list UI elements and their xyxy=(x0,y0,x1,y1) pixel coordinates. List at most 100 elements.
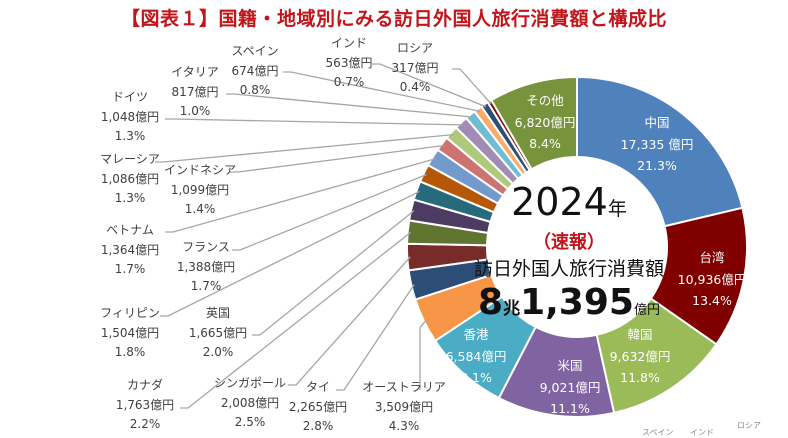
leader-line xyxy=(419,319,428,390)
slice-label: インドネシア 1,099億円 1.4% xyxy=(164,161,236,220)
slice-label: ベトナム xyxy=(106,223,154,237)
slice-label: ドイツ xyxy=(111,90,149,104)
leader-line xyxy=(452,68,492,105)
slice-label: オーストラリア xyxy=(362,380,446,394)
slice-label: インド 563億円 0.7% xyxy=(326,34,373,93)
center-label: 訪日外国人旅行消費額 xyxy=(473,258,664,280)
slice-percent: 2.5% xyxy=(234,415,266,429)
slice-percent: 0.7% xyxy=(333,75,365,89)
slice-label: 台湾 xyxy=(699,250,725,265)
chart-title: 【図表１】国籍・地域別にみる訪日外国人旅行消費額と構成比 xyxy=(120,8,667,30)
slice-label: 香港 6,584億円 8.1% xyxy=(446,324,507,389)
leader-line xyxy=(226,93,473,118)
slice-value: 1,665億円 xyxy=(188,325,248,340)
slice-value: 674億円 xyxy=(231,63,279,78)
slice-percent: 11.1% xyxy=(550,401,590,416)
slice-value: 1,763億円 xyxy=(115,397,175,412)
slice-label: フランス xyxy=(182,240,230,254)
slice-label: マレーシア 1,086億円 1.3% xyxy=(100,150,160,209)
leader-line xyxy=(160,190,420,317)
slice-label: その他 xyxy=(526,93,564,108)
leader-line xyxy=(336,284,415,391)
leader-line xyxy=(372,63,487,108)
slice-percent: 1.0% xyxy=(179,104,211,118)
slice-value: 1,504億円 xyxy=(100,325,160,340)
slice-label: 韓国 xyxy=(627,327,653,342)
leader-line xyxy=(165,118,464,126)
center-year: 2024年 xyxy=(511,180,627,224)
slice-percent: 1.7% xyxy=(114,262,146,276)
slice-value: 1,364億円 xyxy=(100,242,160,257)
slice-label: 中国 xyxy=(644,115,670,130)
leader-line xyxy=(155,133,454,163)
slice-label: イタリア 817億円 1.0% xyxy=(171,63,219,122)
center-total-part: 億円 xyxy=(633,303,660,318)
slice-value: 9,632億円 xyxy=(609,348,671,364)
slice-percent: 11.8% xyxy=(620,370,660,385)
slice-label: インドネシア xyxy=(163,163,237,177)
slice-value: 6,820億円 xyxy=(514,114,576,130)
slice-percent: 1.8% xyxy=(114,345,146,359)
leader-line xyxy=(283,71,480,112)
slice-label: 英国 1,665億円 2.0% xyxy=(189,304,247,363)
slice-value: 10,936億円 xyxy=(677,271,747,287)
slice-value: 2,008億円 xyxy=(220,395,280,410)
slice-20 xyxy=(490,75,578,171)
slice-0 xyxy=(576,75,744,228)
slice-label: その他 6,820億円 8.4% xyxy=(515,90,576,155)
center-total: 8兆1,395億円 xyxy=(469,283,669,331)
slice-label: ドイツ 1,048億円 1.3% xyxy=(101,88,159,147)
slice-value: 317億円 xyxy=(391,60,439,75)
slice-label: ロシア 317億円 0.4% xyxy=(392,39,439,98)
slice-percent: 0.4% xyxy=(399,80,431,94)
leader-line xyxy=(230,144,445,173)
slice-value: 817億円 xyxy=(171,84,219,99)
slice-label: シンガポール 2,008億円 2.5% xyxy=(214,374,286,433)
slice-label: 中国 17,335 億円 21.3% xyxy=(621,112,694,177)
center-total-part: 1,395 xyxy=(520,282,634,323)
slice-label: スペイン 674億円 0.8% xyxy=(231,42,278,101)
faint-label: インド xyxy=(690,428,714,437)
slice-label: イタリア xyxy=(171,65,219,79)
slice-value: 9,021億円 xyxy=(539,379,601,395)
leader-line xyxy=(232,173,427,251)
slice-percent: 1.3% xyxy=(114,129,146,143)
slice-percent: 2.8% xyxy=(302,419,334,433)
slice-value: 563億円 xyxy=(325,55,373,70)
faint-label: ロシア xyxy=(737,421,761,430)
leader-line xyxy=(288,256,411,386)
leader-line xyxy=(180,231,412,409)
slice-label: タイ 2,265億円 2.8% xyxy=(289,378,347,437)
slice-label: ロシア xyxy=(396,41,433,55)
slice-percent: 2.0% xyxy=(202,345,234,359)
center-total-part: 8 xyxy=(478,282,504,323)
slice-percent: 0.8% xyxy=(239,83,271,97)
slice-label: スペイン xyxy=(231,44,279,58)
slice-label: タイ xyxy=(305,380,331,394)
slice-percent: 4.3% xyxy=(388,419,420,433)
slice-percent: 2.2% xyxy=(129,417,161,431)
slice-label: カナダ xyxy=(126,378,164,392)
center-total-part: 兆 xyxy=(503,299,521,319)
slice-label: 香港 xyxy=(463,327,489,342)
slice-percent: 13.4% xyxy=(692,293,732,308)
leader-line xyxy=(252,210,415,336)
slice-label: シンガポール xyxy=(213,376,287,390)
slice-label: フィリピン xyxy=(100,306,160,320)
slice-value: 17,335 億円 xyxy=(620,136,694,152)
slice-label: フランス 1,388億円 1.7% xyxy=(177,238,235,297)
slice-label: 台湾 10,936億円 13.4% xyxy=(678,247,747,312)
slice-label: 米国 xyxy=(557,358,583,373)
preliminary-note: （速報） xyxy=(533,232,605,253)
slice-value: 1,048億円 xyxy=(100,109,160,124)
center-summary: 2024年 （速報） 訪日外国人旅行消費額 8兆1,395億円 xyxy=(469,180,669,331)
slice-label: インド xyxy=(330,36,367,50)
slice-percent: 1.4% xyxy=(184,202,216,216)
slice-percent: 1.3% xyxy=(114,191,146,205)
slice-label: カナダ 1,763億円 2.2% xyxy=(116,376,174,435)
slice-value: 2,265億円 xyxy=(288,399,348,414)
slice-value: 1,388億円 xyxy=(176,259,236,274)
slice-label: 米国 9,021億円 11.1% xyxy=(540,355,601,420)
slice-value: 3,509億円 xyxy=(374,399,434,414)
